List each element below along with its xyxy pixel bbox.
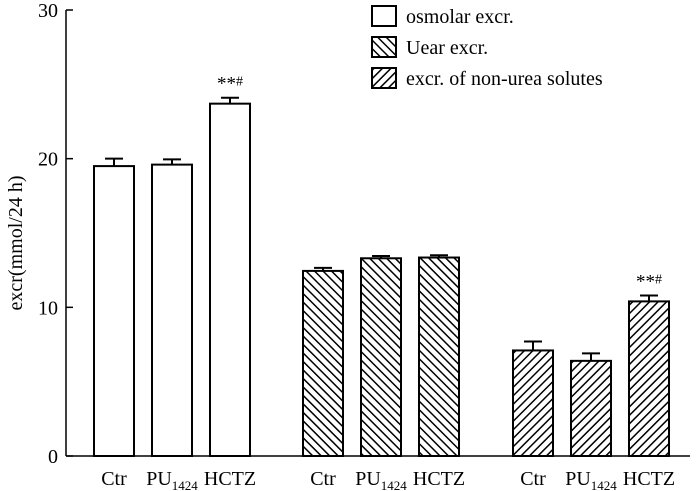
category-label: PU1424 xyxy=(355,468,407,491)
bar xyxy=(302,269,344,457)
y-tick-label: 0 xyxy=(48,446,58,468)
y-axis-label: excr(mmol/24 h) xyxy=(5,176,27,311)
category-label: Ctr xyxy=(520,468,546,490)
legend-swatch xyxy=(371,36,397,58)
significance-annotation: **# xyxy=(217,74,243,95)
bar xyxy=(418,256,460,457)
bar xyxy=(512,349,554,457)
category-label: PU1424 xyxy=(565,468,617,491)
legend-swatch xyxy=(371,67,397,89)
y-tick-label: 10 xyxy=(38,297,58,319)
legend: osmolar excr. Uear excr. excr. of non-urea… xyxy=(371,5,603,90)
bar xyxy=(209,102,251,457)
bar xyxy=(360,257,402,458)
significance-annotation: **# xyxy=(636,271,662,292)
category-label: HCTZ xyxy=(204,468,256,490)
legend-label: excr. of non-urea solutes xyxy=(406,68,603,90)
category-label: Ctr xyxy=(101,468,127,490)
category-label: HCTZ xyxy=(413,468,465,490)
y-tick-label: 20 xyxy=(38,149,58,171)
category-label: PU1424 xyxy=(146,468,198,491)
y-tick-label: 30 xyxy=(38,0,58,22)
bars: Ctr PU1424 **# HCTZ Ctr PU1424 HCTZ Ctr PU1424 **… xyxy=(93,74,675,491)
bar xyxy=(151,163,193,457)
bar xyxy=(570,359,612,457)
legend-label: Uear excr. xyxy=(406,37,488,59)
legend-label: osmolar excr. xyxy=(406,6,514,28)
category-label: HCTZ xyxy=(623,468,675,490)
legend-swatch xyxy=(371,5,397,27)
category-label: Ctr xyxy=(310,468,336,490)
bar xyxy=(93,165,135,457)
bar xyxy=(628,300,670,457)
